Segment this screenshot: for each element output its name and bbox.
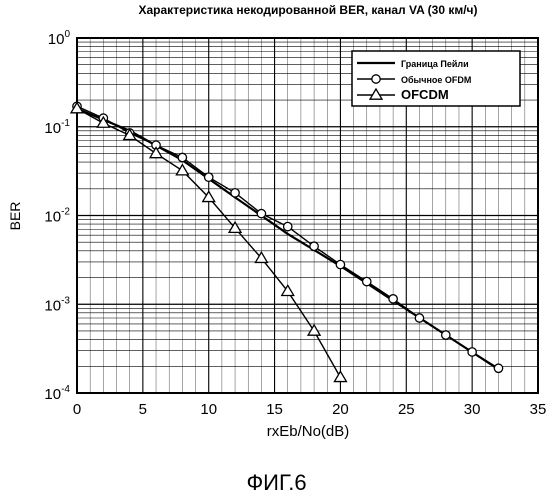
data-point [415, 314, 423, 322]
data-point [442, 331, 450, 339]
chart-title: Характеристика некодированной BER, канал… [139, 3, 478, 17]
x-tick-label: 25 [398, 401, 415, 418]
legend-label: OFCDM [401, 87, 449, 102]
x-tick-label: 5 [139, 401, 147, 418]
data-point [468, 348, 476, 356]
legend-label: Граница Пейли [401, 59, 469, 69]
x-tick-label: 35 [530, 401, 547, 418]
y-tick-label: 10-2 [44, 207, 70, 226]
data-point [389, 295, 397, 303]
data-point [176, 165, 188, 175]
legend-swatch-marker [372, 75, 380, 83]
data-point [336, 260, 344, 268]
y-tick-label: 100 [48, 29, 71, 48]
y-tick-label: 10-3 [44, 295, 70, 314]
x-tick-label: 20 [332, 401, 349, 418]
data-point [494, 364, 502, 372]
y-tick-label: 10-1 [44, 118, 70, 137]
y-axis-label: BER [7, 202, 23, 231]
legend: Граница Пейли Обычное OFDM OFCDM [352, 51, 520, 106]
data-point [257, 209, 265, 217]
figure-caption: ФИГ.6 [0, 470, 553, 496]
data-point [205, 173, 213, 181]
x-axis-label: rxEb/No(dB) [267, 423, 350, 440]
data-point [363, 277, 371, 285]
x-tick-label: 15 [266, 401, 283, 418]
data-point [178, 153, 186, 161]
data-point [310, 242, 318, 250]
x-tick-labels: 0 5 10 15 20 25 30 35 [73, 401, 547, 418]
data-point [334, 371, 346, 381]
legend-label: Обычное OFDM [401, 75, 471, 85]
data-point [284, 222, 292, 230]
x-tick-label: 30 [464, 401, 481, 418]
x-tick-label: 10 [200, 401, 217, 418]
data-point [308, 325, 320, 335]
data-point [231, 189, 239, 197]
y-tick-label: 10-4 [44, 384, 70, 403]
y-tick-labels: 100 10-1 10-2 10-3 10-4 [44, 29, 70, 403]
x-tick-label: 0 [73, 401, 81, 418]
